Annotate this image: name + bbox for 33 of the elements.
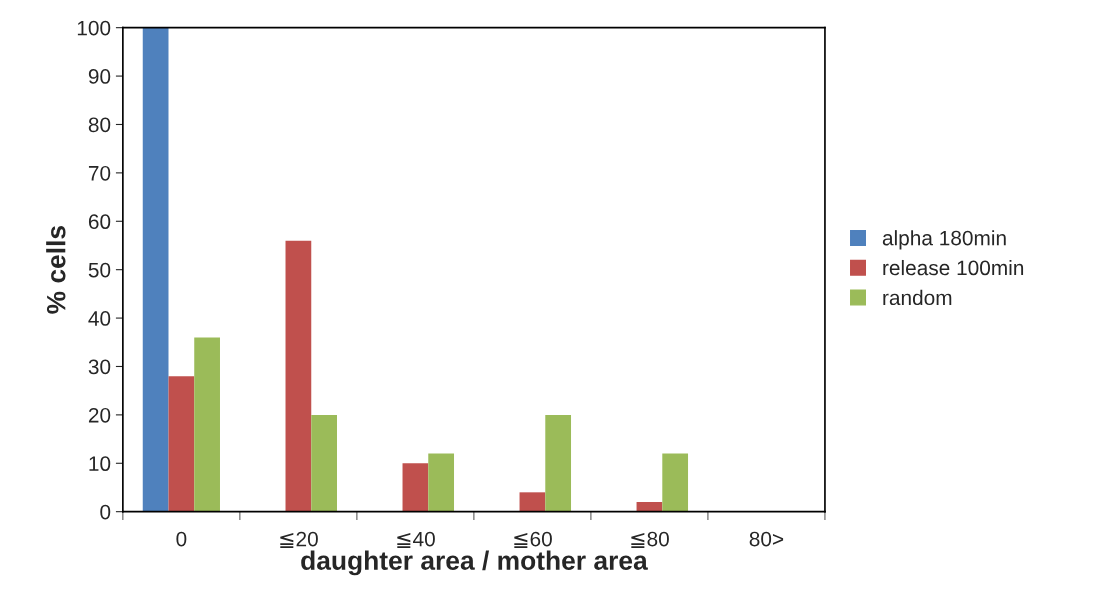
y-tick-label: 40 bbox=[88, 311, 111, 326]
bar bbox=[311, 414, 337, 512]
y-tick-label: 50 bbox=[88, 262, 111, 278]
bar bbox=[168, 376, 195, 512]
legend-label: alpha 180min bbox=[882, 230, 1006, 250]
y-tick-label: 100 bbox=[77, 20, 111, 36]
x-tick-label: ≦60 bbox=[514, 531, 552, 548]
bar bbox=[285, 240, 312, 512]
bar bbox=[662, 453, 689, 512]
bar bbox=[402, 463, 429, 512]
x-tick-label: 0 bbox=[176, 531, 187, 547]
x-tick-label: ≦80 bbox=[631, 531, 669, 548]
y-tick-label: 60 bbox=[88, 214, 111, 230]
y-tick-label: 70 bbox=[88, 165, 111, 181]
legend-label: random bbox=[883, 289, 952, 306]
bar bbox=[545, 414, 572, 512]
legend-label: release 100min bbox=[883, 259, 1024, 276]
y-tick-label: 10 bbox=[89, 456, 111, 472]
bar bbox=[194, 337, 220, 512]
x-tick-label: 80> bbox=[749, 531, 784, 547]
x-axis-title: daughter area / mother area bbox=[301, 550, 648, 576]
bar bbox=[428, 453, 455, 512]
x-tick-label: ≦40 bbox=[397, 531, 435, 548]
bar bbox=[142, 27, 169, 512]
y-tick-label: 90 bbox=[88, 69, 111, 84]
y-tick-label: 20 bbox=[88, 407, 111, 423]
bar bbox=[519, 492, 546, 512]
y-axis-title: % cells bbox=[46, 226, 66, 314]
x-tick-label: ≦20 bbox=[280, 531, 318, 548]
y-tick-label: 80 bbox=[88, 117, 111, 133]
y-tick-label: 0 bbox=[100, 504, 111, 520]
y-tick-label: 30 bbox=[88, 359, 111, 375]
bar bbox=[636, 502, 663, 512]
